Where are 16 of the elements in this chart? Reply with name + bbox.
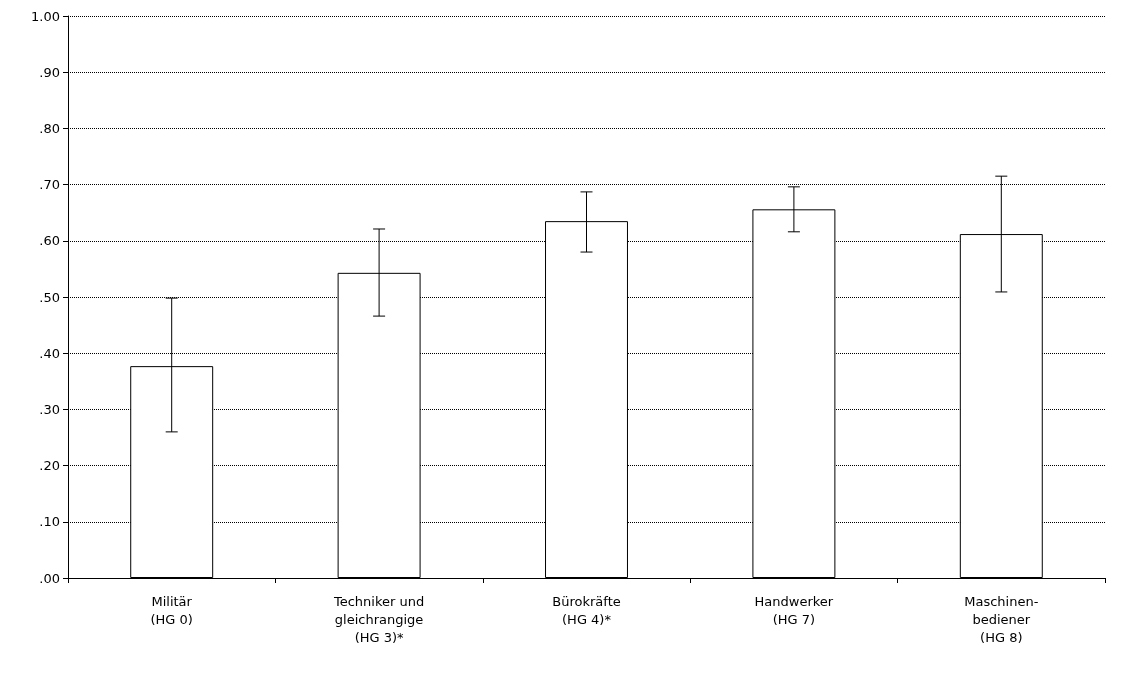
y-tick-label: .80 (39, 120, 60, 136)
x-tick-label: Bürokräfte (HG 4)* (552, 593, 621, 627)
y-tick-label: .20 (39, 458, 60, 474)
y-tick-label: .10 (39, 514, 60, 530)
y-tick-label: .60 (39, 233, 60, 249)
x-tick-label: Maschinen- bediener (HG 8) (964, 593, 1039, 645)
y-tick-label: .40 (39, 345, 60, 361)
x-tick-label: Militär (HG 0) (150, 593, 193, 627)
x-tick-label: Handwerker (HG 7) (754, 593, 834, 627)
y-tick-label: .30 (39, 401, 60, 417)
x-tick-label: Techniker und gleichrangige (HG 3)* (332, 593, 425, 645)
y-tick-label: .00 (39, 570, 60, 586)
y-tick-label: .90 (39, 64, 60, 80)
y-tick-label: .50 (39, 289, 60, 305)
y-tick-label: .70 (39, 177, 60, 193)
y-tick-label: 1.00 (31, 8, 60, 24)
